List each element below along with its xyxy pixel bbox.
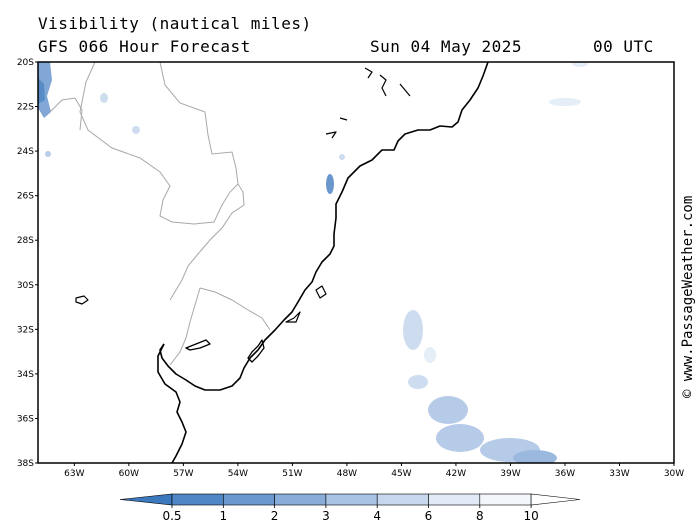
vis-patch-coast-2 <box>100 93 108 103</box>
visibility-shading <box>38 62 588 463</box>
coast-brazil <box>159 62 489 391</box>
lat-tick-label: 38S <box>17 459 34 469</box>
lon-tick-label: 63W <box>64 469 84 479</box>
vis-patch-ocean-7 <box>424 347 436 363</box>
lon-tick-label: 51W <box>282 469 302 479</box>
vis-patch-ocean-1 <box>403 310 423 350</box>
forecast-date: Sun 04 May 2025 <box>370 37 522 56</box>
lon-tick-label: 30W <box>664 469 684 479</box>
lon-tick-label: 42W <box>446 469 466 479</box>
legend-swatch <box>223 493 275 506</box>
border-argentina-brazil <box>169 183 245 301</box>
lagoon-mirim <box>185 339 211 351</box>
vis-patch-coast-4 <box>45 151 51 157</box>
legend-label: 4 <box>373 509 381 523</box>
legend-colorbar <box>119 493 581 506</box>
lon-tick-label: 33W <box>609 469 629 479</box>
border-argentina-uruguay <box>169 287 201 366</box>
legend-swatch <box>325 493 378 506</box>
map-frame <box>37 61 675 464</box>
longitude-axis: 63W 60W 57W 54W 51W 48W 45W 42W 39W 36W 33W 30W <box>64 463 684 479</box>
lat-tick-label: 20S <box>17 58 34 68</box>
lake-ne-3 <box>399 83 411 97</box>
legend-label: 2 <box>271 509 279 523</box>
copyright-text: © www.PassageWeather.com <box>680 196 696 398</box>
vis-patch-ocean-2 <box>408 375 428 389</box>
forecast-time: 00 UTC <box>593 37 654 56</box>
coast-plata <box>157 343 187 463</box>
vis-patch-coast-5 <box>339 154 345 160</box>
lat-tick-label: 32S <box>17 325 34 335</box>
bay-2 <box>315 285 327 299</box>
border-brazil-uruguay <box>199 287 271 331</box>
lat-tick-label: 30S <box>17 281 34 291</box>
map-title: Visibility (nautical miles) <box>38 14 312 33</box>
border-west <box>49 97 83 131</box>
vis-patch-west-inner <box>38 78 45 104</box>
lake-coast-1 <box>325 131 337 139</box>
lat-tick-label: 22S <box>17 103 34 113</box>
lat-tick-label: 34S <box>17 370 34 380</box>
coastline <box>75 62 489 463</box>
border-paraguay-bolivia <box>79 62 239 225</box>
legend-swatch <box>376 493 429 506</box>
lat-tick-label: 24S <box>17 147 34 157</box>
vis-patch-ne-2 <box>572 62 588 67</box>
lon-tick-label: 36W <box>555 469 575 479</box>
vis-patch-ocean-3 <box>428 396 468 424</box>
legend-label: 10 <box>523 509 538 523</box>
lon-tick-label: 60W <box>119 469 139 479</box>
legend-label: 1 <box>219 509 227 523</box>
vis-patch-west <box>38 62 52 118</box>
lake-ne-2 <box>379 74 387 97</box>
legend-swatch <box>274 493 327 506</box>
legend-swatch <box>171 493 224 506</box>
bay-1 <box>285 311 301 323</box>
legend-swatch <box>428 493 481 506</box>
lon-tick-label: 57W <box>173 469 193 479</box>
lon-tick-label: 39W <box>500 469 520 479</box>
vis-patch-coast-1 <box>326 174 334 194</box>
lake-coast-2 <box>339 117 348 121</box>
border-paraguay-brazil <box>159 62 239 185</box>
legend-swatch <box>530 493 581 506</box>
country-borders <box>49 62 271 366</box>
legend-label: 8 <box>476 509 484 523</box>
lon-tick-label: 45W <box>391 469 411 479</box>
vis-patch-ocean-6 <box>513 450 557 463</box>
vis-patch-ne <box>549 98 581 106</box>
lat-tick-label: 36S <box>17 414 34 424</box>
latitude-axis: 20S 22S 24S 26S 28S 30S 32S 34S 36S 38S <box>17 58 38 469</box>
island-1 <box>75 295 89 305</box>
lon-tick-label: 54W <box>228 469 248 479</box>
lat-tick-label: 28S <box>17 236 34 246</box>
map-area <box>38 62 588 463</box>
legend-label: 3 <box>322 509 330 523</box>
lon-tick-label: 48W <box>337 469 357 479</box>
legend-swatch <box>119 493 173 506</box>
legend-labels: 0.5 1 2 3 4 6 8 10 <box>162 505 539 523</box>
lagoon-patos <box>247 339 265 363</box>
lat-tick-label: 26S <box>17 192 34 202</box>
vis-patch-coast-3 <box>132 126 140 134</box>
vis-patch-ocean-4 <box>436 424 484 452</box>
legend-label: 0.5 <box>162 509 181 523</box>
forecast-label: GFS 066 Hour Forecast <box>38 37 251 56</box>
copyright-credit: © www.PassageWeather.com <box>680 196 696 398</box>
legend-label: 6 <box>425 509 433 523</box>
legend-swatch <box>479 493 532 506</box>
lake-ne-1 <box>364 67 373 79</box>
